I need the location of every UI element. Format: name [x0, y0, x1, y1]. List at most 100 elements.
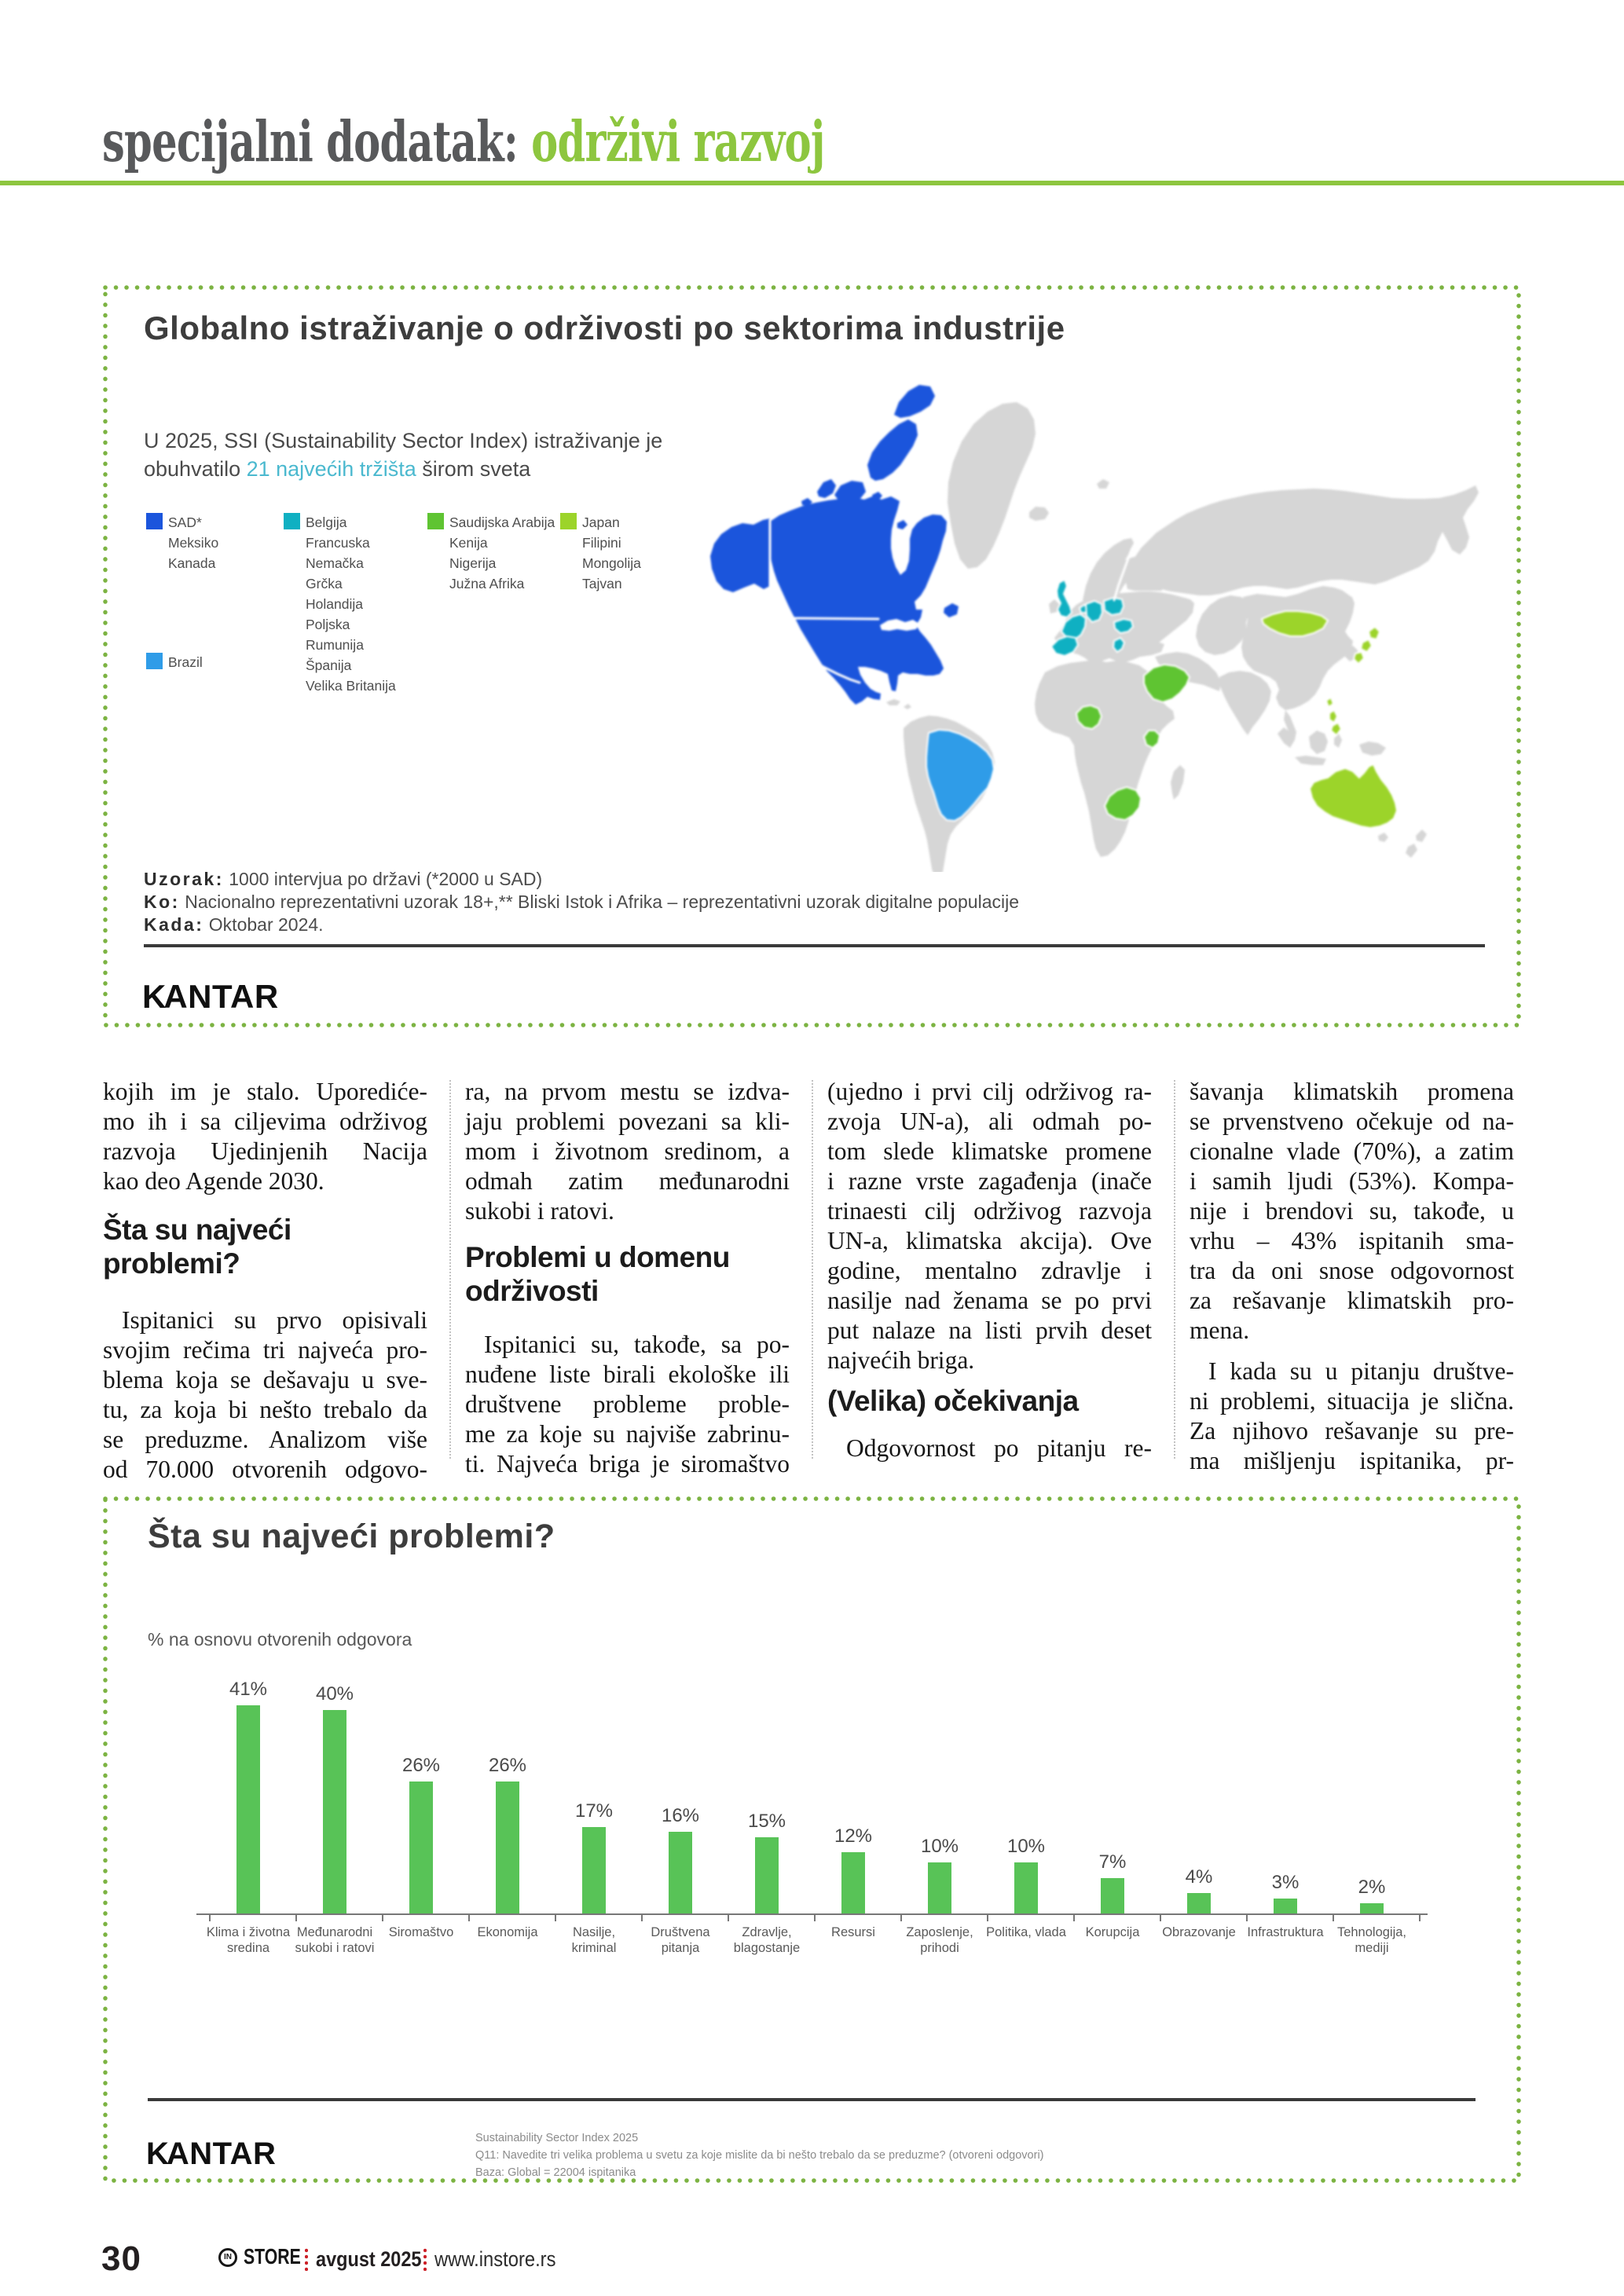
chart-footnote-line: Baza: Global = 22004 ispitanika — [475, 2166, 636, 2179]
legend-items: Belgija Francuska Nemačka Grčka Holandija Pol… — [306, 512, 396, 696]
chart-bar-value: 7% — [1098, 1851, 1127, 1873]
chart-axis-tick — [641, 1915, 643, 1921]
map-country-india — [1219, 671, 1271, 735]
paragraph-line: blema koja se dešavaju u sve- — [103, 1366, 427, 1393]
heading-line: problemi? — [103, 1247, 240, 1280]
map-border-us-canada-border — [790, 617, 880, 621]
legend-item-label: Belgija — [306, 514, 347, 530]
legend-item-label: Južna Afrika — [449, 576, 525, 591]
map-country-victoria — [834, 481, 866, 503]
article-column: kojih im je stalo. Uporediće-mo ih i sa … — [103, 1077, 427, 1485]
kantar-logo: KANTAR — [146, 2137, 276, 2172]
chart-bar — [236, 1705, 260, 1913]
paragraph-line: Ispitanici su, takođe, sa po- — [484, 1331, 790, 1358]
chart-bar-value: 41% — [229, 1679, 268, 1700]
paragraph-line: mom i životnom sredinom, a — [465, 1137, 790, 1165]
world-map — [710, 385, 1479, 872]
legend-items: Saudijska Arabija Kenija Nigerija Južna Afr… — [449, 512, 555, 594]
chart-footnote-line: Sustainability Sector Index 2025 — [475, 2132, 639, 2144]
legend-item-label: Poljska — [306, 617, 350, 632]
chart-bar-category-line: Nasilje, kriminal — [571, 1925, 617, 1955]
chart-bar-category: Klima i životna sredina — [204, 1924, 292, 1956]
map-country-iceland — [1029, 507, 1049, 521]
legend-item-label: Nemačka — [306, 555, 364, 571]
map-country-caribbean — [886, 699, 911, 709]
chart-axis-tick — [468, 1915, 470, 1921]
map-legend: SAD* Meksiko Kanada Brazil Belgija Francuska N… — [103, 285, 653, 694]
article-column: (ujedno i prvi cilj održivog ra-zvoja UN… — [827, 1077, 1152, 1463]
chart-bar-value: 10% — [1006, 1836, 1046, 1857]
chart-axis-tick — [728, 1915, 729, 1921]
column-divider — [449, 1080, 451, 1459]
chart-bar-category-line: prihodi — [920, 1941, 959, 1955]
intro-line2-pre: obuhvatilo — [144, 457, 247, 481]
instore-logo-text: STORE — [244, 2244, 301, 2269]
map-country-banks — [817, 479, 836, 498]
legend-item-label: Meksiko — [168, 535, 219, 551]
paragraph-line: put nalaze na listi prvih deset — [827, 1316, 1152, 1344]
article-heading: Problemi u domenu održivosti — [465, 1240, 790, 1308]
chart-bar-category-line: Siromaštvo — [388, 1925, 454, 1939]
chart-bar-category-line: Tehnologija, — [1336, 1925, 1407, 1939]
chart-axis-tick — [1246, 1915, 1248, 1921]
legend-swatch-icon — [560, 513, 577, 529]
chart-bar-category: Infrastruktura — [1241, 1924, 1329, 1940]
legend-swatch-icon — [146, 513, 163, 529]
legend-items: SAD* Meksiko Kanada — [168, 512, 218, 573]
paragraph-line: ra, na prvom mestu se izdva- — [465, 1078, 790, 1105]
footer-issue: avgust 2025 — [316, 2247, 422, 2271]
paragraph-line: nasilje nad ženama se po prvi — [827, 1287, 1152, 1314]
chart-bar-value: 3% — [1271, 1872, 1300, 1893]
map-country-tasmania — [1378, 833, 1388, 842]
chart-bar-category: Nasilje, kriminal — [550, 1924, 638, 1956]
chart-bar-category-line: mediji — [1355, 1941, 1389, 1955]
paragraph-line: trinaesti cilj održivog razvoja — [827, 1197, 1152, 1225]
chart-bar — [409, 1782, 433, 1913]
legend-item-label: Brazil — [168, 654, 203, 670]
map-country-mideast — [1155, 652, 1221, 691]
chart-bar-category: Zdravlje, blagostanje — [723, 1924, 811, 1956]
legend-item-label: SAD* — [168, 514, 202, 530]
map-country-italy — [1089, 628, 1114, 657]
article-paragraph: I kada su u pitanju društve-ni problemi,… — [1190, 1357, 1514, 1476]
map-country-arctic-s2 — [855, 501, 866, 510]
map-country-newzealand — [1406, 829, 1427, 858]
chart-axis-tick — [1073, 1915, 1075, 1921]
chart-bar — [1274, 1899, 1297, 1913]
paragraph-line: i samih ljudi (53%). Kompa- — [1190, 1167, 1514, 1195]
paragraph-line: kao deo Agende 2030. — [103, 1167, 324, 1195]
chart-axis-tick — [1160, 1915, 1161, 1921]
chart-bar-category-line: Međunarodni — [296, 1925, 373, 1939]
paragraph-line: I kada su u pitanju društve- — [1208, 1357, 1514, 1385]
map-country-centralasia — [1196, 595, 1249, 655]
map-country-southafrica — [1103, 785, 1142, 822]
chart-axis — [196, 1913, 1428, 1915]
map-country-taiwan — [1325, 696, 1335, 709]
instore-logo: IN STORE — [218, 2244, 311, 2269]
paragraph-line: me za koje su najviše zabrinu- — [465, 1420, 790, 1448]
chart-bar-category: Obrazovanje — [1155, 1924, 1243, 1940]
kantar-rest: ANTAR — [166, 2137, 277, 2171]
legend-item-label: Tajvan — [582, 576, 622, 591]
paragraph-line: zvoja UN-a), ali odmah po- — [827, 1108, 1152, 1135]
map-country-arctic-s1 — [801, 498, 812, 506]
paragraph-line: (ujedno i prvi cilj održivog ra- — [827, 1078, 1152, 1105]
paragraph-line: se preduzme. Analizom više — [103, 1426, 427, 1453]
map-country-germany — [1084, 599, 1104, 624]
map-country-kenya — [1142, 730, 1161, 749]
page-title-dark: specijalni dodatak: — [102, 108, 519, 174]
heading-line: održivosti — [465, 1275, 599, 1307]
chart-bar — [928, 1862, 951, 1913]
map-border-us-mexico-border — [812, 660, 861, 684]
chart-box: Šta su najveći problemi? % na osnovu otv… — [103, 1496, 1521, 2183]
chart-axis-tick — [295, 1915, 297, 1921]
paragraph-line: odmah zatim međunarodni — [465, 1167, 790, 1195]
chart-box-rule — [148, 2098, 1476, 2101]
map-border-russia-kazakh-border — [1161, 589, 1202, 603]
paragraph-line: tu, za koja bi nešto trebalo da — [103, 1396, 427, 1423]
legend-item-label: Mongolija — [582, 555, 641, 571]
article-paragraph: kojih im je stalo. Uporediće-mo ih i sa … — [103, 1077, 427, 1196]
paragraph-line: vrhu – 43% ispitanih sma- — [1190, 1227, 1514, 1254]
chart-bar-category-line: Zaposlenje, — [906, 1925, 973, 1939]
map-country-newfoundland — [944, 603, 959, 617]
